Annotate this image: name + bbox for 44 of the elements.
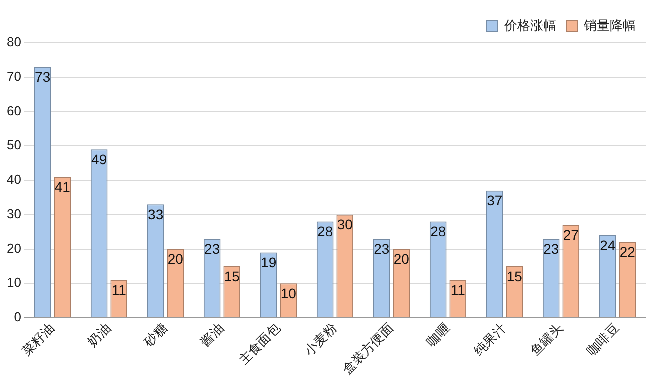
x-tick-label: 小麦粉 [302,321,340,360]
data-label: 27 [563,227,580,244]
y-tick-label: 70 [6,68,22,84]
y-tick-label: 60 [6,103,22,118]
data-label: 15 [224,268,240,284]
data-label: 37 [487,192,503,209]
data-label: 11 [450,282,466,298]
data-label: 19 [261,254,277,271]
y-tick-label: 20 [6,240,22,256]
data-label: 11 [112,282,127,298]
x-tick-label: 砂糖 [141,321,171,351]
data-label: 22 [620,244,636,260]
x-tick-label: 主食面包 [236,320,284,369]
data-label: 20 [168,251,184,268]
legend-label: 价格涨幅 [504,18,556,34]
data-label: 24 [600,237,616,254]
data-label: 20 [394,251,410,268]
y-tick-label: 80 [6,34,22,50]
data-label: 30 [337,216,354,233]
x-tick-label: 酱油 [198,321,228,350]
data-label: 10 [280,285,297,302]
x-tick-label: 纯果汁 [472,321,510,360]
data-label: 28 [430,224,446,240]
data-label: 23 [374,240,390,257]
y-tick-label: 30 [6,206,22,222]
x-tick-label: 咖喱 [424,321,454,350]
data-label: 73 [35,68,51,85]
x-tick-label: 奶油 [85,321,114,350]
data-label: 33 [148,206,164,222]
x-tick-label: 菜籽油 [20,321,58,360]
legend-label: 销量降幅 [583,18,636,34]
y-tick-label: 40 [6,172,22,188]
data-label: 23 [204,240,220,257]
data-label: 28 [318,224,334,240]
y-tick-label: 10 [6,275,22,290]
x-tick-label: 盒装方便面 [340,320,397,378]
data-label: 15 [506,268,523,284]
data-label: 23 [544,240,560,257]
x-tick-label: 鱼罐头 [528,321,566,360]
x-tick-label: 咖啡豆 [584,321,623,360]
data-label: 49 [92,151,108,168]
data-label: 41 [54,178,71,195]
y-tick-label: 50 [6,138,22,153]
y-tick-label: 0 [14,310,22,325]
